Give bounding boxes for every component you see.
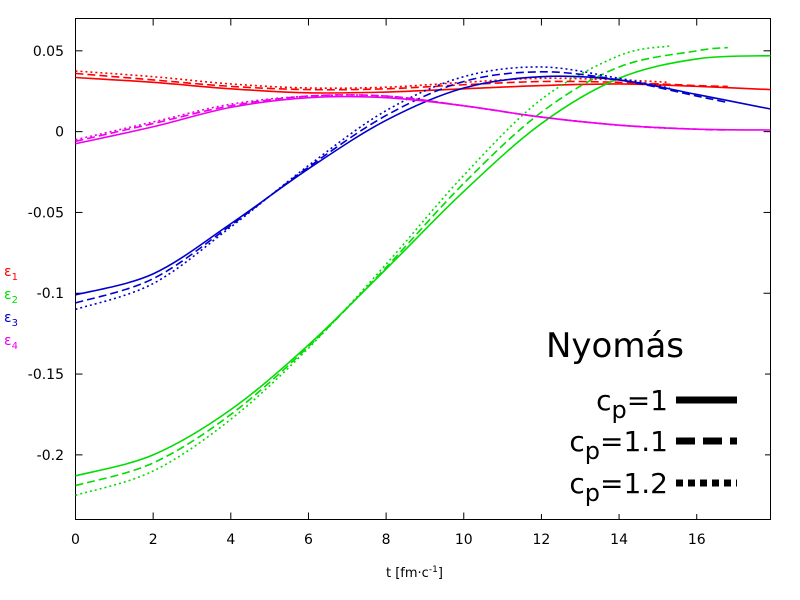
- x-axis-title: t [fm·c-1]: [386, 565, 443, 581]
- y-axis-labels: ε1 ε2 ε3 ε4: [4, 264, 18, 352]
- series-line-0: [75, 76, 771, 94]
- series-line-3: [75, 54, 771, 477]
- x-tick-label: 4: [226, 532, 235, 548]
- legend-label-cp1: cp=1: [596, 384, 668, 424]
- series-line-10: [75, 94, 728, 143]
- y-label-eps1: ε1: [4, 264, 18, 283]
- axis-ticks: [75, 18, 771, 520]
- series-layer: [75, 45, 771, 497]
- y-tick-label: -0.1: [37, 286, 64, 302]
- series-line-6: [75, 75, 771, 296]
- y-tick-labels: 0.05 0 -0.05 -0.1 -0.15 -0.2: [28, 44, 64, 464]
- legend-label-cp11: cp=1.1: [569, 425, 668, 465]
- series-line-11: [75, 94, 670, 141]
- plot-frame: [75, 18, 771, 520]
- x-tick-label: 12: [533, 532, 551, 548]
- y-label-eps3: ε3: [4, 310, 18, 329]
- series-line-7: [75, 71, 728, 304]
- series-line-9: [75, 95, 771, 145]
- series-line-2: [75, 70, 670, 90]
- legend-title: Nyomás: [546, 326, 684, 366]
- y-label-eps2: ε2: [4, 287, 18, 306]
- y-tick-label: -0.2: [37, 448, 64, 464]
- x-tick-label: 16: [688, 532, 706, 548]
- x-axis-title-end: ]: [438, 566, 443, 581]
- x-tick-label: 0: [71, 532, 80, 548]
- x-tick-label: 2: [149, 532, 158, 548]
- x-axis-title-main: t [fm·c: [386, 566, 429, 581]
- x-tick-label: 14: [610, 532, 628, 548]
- x-tick-label: 6: [304, 532, 313, 548]
- x-tick-label: 8: [382, 532, 391, 548]
- series-line-4: [75, 46, 728, 487]
- legend-label-cp12: cp=1.2: [569, 467, 668, 507]
- x-axis-title-sup: -1: [429, 565, 438, 575]
- y-label-eps4: ε4: [4, 333, 18, 352]
- legend: Nyomás cp=1 cp=1.1 cp=1.2: [540, 318, 765, 514]
- x-tick-labels: 0 2 4 6 8 10 12 14 16: [71, 532, 706, 548]
- x-tick-label: 10: [455, 532, 473, 548]
- series-line-1: [75, 72, 728, 91]
- series-line-8: [75, 66, 670, 311]
- y-tick-label: -0.05: [28, 205, 64, 221]
- y-tick-label: 0.05: [33, 44, 64, 60]
- y-tick-label: 0: [55, 125, 64, 141]
- y-tick-label: -0.15: [28, 367, 64, 383]
